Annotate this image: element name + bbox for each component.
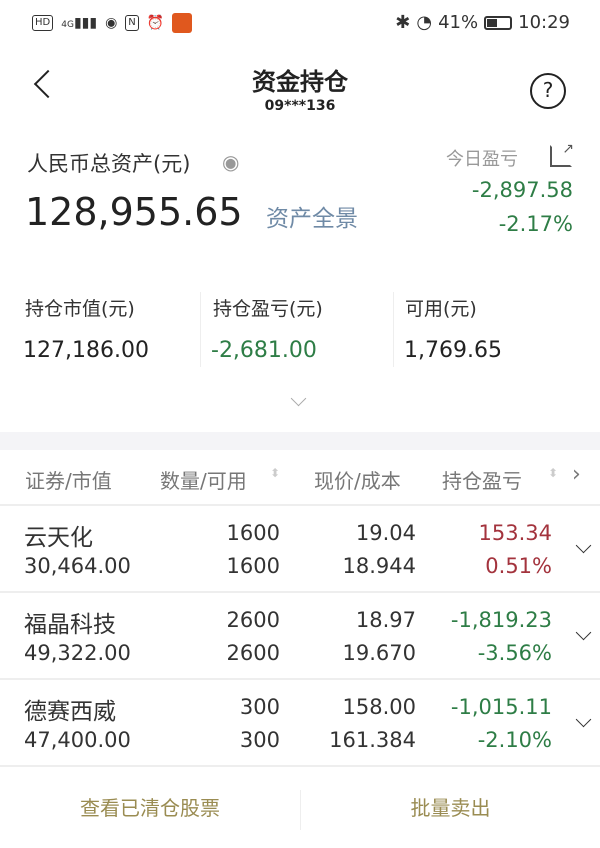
expand-row-icon[interactable] [575,711,592,728]
market-value: 30,464.00 [24,554,131,578]
price: 19.04 [355,521,416,545]
available-label: 可用(元) [405,298,477,320]
scroll-right-icon[interactable]: › [572,462,581,487]
pl: -1,819.23 [450,608,552,632]
available-value: 1,769.65 [404,338,502,363]
col-pl[interactable]: 持仓盈亏 [442,469,522,493]
expand-row-icon[interactable] [575,537,592,554]
eye-toggle-icon[interactable]: ◉ [222,150,240,174]
app-icon [172,13,193,33]
position-pl-value: -2,681.00 [211,338,317,363]
table-row[interactable]: 德赛西威 47,400.00 300 300 158.00 161.384 -1… [0,680,600,767]
battery-icon [484,15,513,30]
today-pl-value: -2,897.58 [471,178,573,202]
batch-sell-button[interactable]: 批量卖出 [410,796,491,820]
price: 158.00 [342,695,416,719]
available: 2600 [226,641,280,665]
cost: 161.384 [329,728,416,752]
stock-name: 云天化 [24,525,93,551]
cost: 19.670 [342,641,416,665]
total-assets-value: 128,955.65 [25,190,243,234]
clock: 10:29 [518,12,570,33]
cost: 18.944 [342,554,416,578]
stock-name: 福晶科技 [24,612,116,638]
nfc-icon: N [125,15,139,31]
4g-signal-icon: 4G▮▮▮ [61,15,98,31]
pl-percent: 0.51% [485,554,552,578]
pl-percent: -3.56% [477,641,552,665]
col-price: 现价/成本 [314,469,401,493]
pl-percent: -2.10% [477,728,552,752]
table-row[interactable]: 云天化 30,464.00 1600 1600 19.04 18.944 153… [0,506,600,593]
market-value-label: 持仓市值(元) [25,298,135,320]
hd-icon: HD [32,15,54,31]
share-icon[interactable]: ↗ [550,141,574,167]
help-button[interactable]: ? [530,73,566,109]
table-row[interactable]: 福晶科技 49,322.00 2600 2600 18.97 19.670 -1… [0,593,600,680]
price: 18.97 [355,608,416,632]
today-pl-label: 今日盈亏 [446,149,518,170]
pl: 153.34 [478,521,552,545]
table-header: 证券/市值 数量/可用 ⬍ 现价/成本 持仓盈亏 ⬍ › [0,450,600,506]
divider [393,292,394,367]
footer: 查看已清仓股票 批量卖出 [0,768,600,841]
col-quantity[interactable]: 数量/可用 [160,469,247,493]
account-number: 09***136 [264,98,336,114]
view-cleared-stocks-button[interactable]: 查看已清仓股票 [80,796,220,820]
quantity: 2600 [226,608,280,632]
alarm-icon: ⏰ [146,15,165,31]
asset-overview-link[interactable]: 资产全景 [266,206,358,232]
sort-icon[interactable]: ⬍ [548,466,559,480]
battery-percent: 41% [438,12,479,33]
total-assets-label: 人民币总资产(元) [27,152,191,176]
expand-row-icon[interactable] [575,624,592,641]
divider [200,292,201,367]
position-pl-label: 持仓盈亏(元) [213,298,323,320]
available: 1600 [226,554,280,578]
quantity: 1600 [226,521,280,545]
status-bar: HD 4G▮▮▮ ◉ N ⏰ ✱ ◔ 41% 10:29 [0,0,600,48]
eye-icon: ◉ [105,15,118,31]
available: 300 [239,728,280,752]
market-value: 49,322.00 [24,641,131,665]
section-divider [0,432,600,450]
stock-name: 德赛西威 [24,699,116,725]
market-value: 47,400.00 [24,728,131,752]
pl: -1,015.11 [450,695,552,719]
today-pl-percent: -2.17% [498,212,573,236]
expand-chevron-icon[interactable] [290,390,307,407]
speed-icon: ◔ [416,12,433,33]
divider [300,790,301,830]
bluetooth-icon: ✱ [395,12,411,33]
market-value: 127,186.00 [23,338,149,363]
sort-icon[interactable]: ⬍ [270,466,281,480]
col-security: 证券/市值 [25,469,112,493]
quantity: 300 [239,695,280,719]
page-title: 资金持仓 [252,68,348,96]
